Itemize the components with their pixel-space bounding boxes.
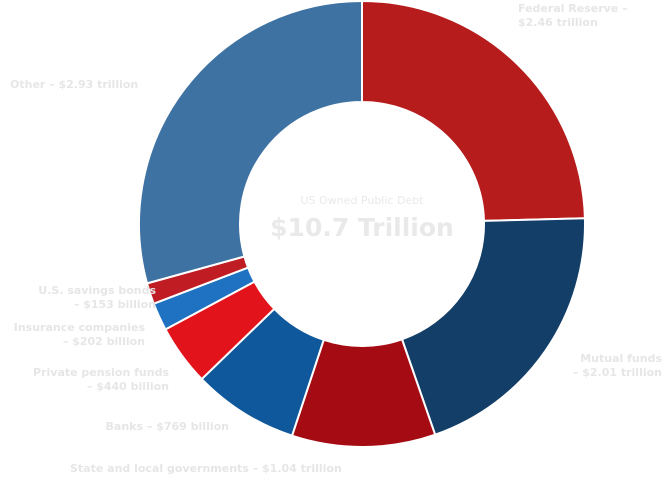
label-other: Other – $2.93 trillion <box>10 78 138 91</box>
label-line: – $2.01 trillion <box>573 366 662 379</box>
label-line: – $153 billion <box>74 298 156 311</box>
label-federal-reserve: Federal Reserve – $2.46 trillion <box>518 2 628 29</box>
label-state-and-local-governments: State and local governments – $1.04 tril… <box>70 462 342 475</box>
slice-mutual-funds <box>400 217 586 436</box>
label-insurance-companies: Insurance companies – $202 billion <box>14 321 146 348</box>
label-line: Banks – $769 billion <box>106 420 229 433</box>
center-subtitle: US Owned Public Debt <box>301 194 425 207</box>
label-banks: Banks – $769 billion <box>106 420 229 433</box>
slice-other <box>138 0 363 285</box>
label-mutual-funds: Mutual funds – $2.01 trillion <box>573 352 663 379</box>
slice-federal-reserve <box>361 0 586 222</box>
label-u-s-savings-bonds: U.S. savings bonds – $153 billion <box>38 284 156 311</box>
label-line: Private pension funds <box>33 366 169 379</box>
label-line: State and local governments – $1.04 tril… <box>70 462 342 475</box>
label-line: Insurance companies <box>14 321 146 334</box>
label-line: – $202 billion <box>63 335 145 348</box>
label-line: U.S. savings bonds <box>38 284 156 297</box>
label-private-pension-funds: Private pension funds – $440 billion <box>33 366 169 393</box>
label-line: Federal Reserve – <box>518 2 628 15</box>
label-line: – $440 billion <box>87 380 169 393</box>
label-line: Other – $2.93 trillion <box>10 78 138 91</box>
labels-group: Federal Reserve – $2.46 trillion Mutual fu… <box>10 2 662 475</box>
label-line: $2.46 trillion <box>518 16 598 29</box>
label-line: Mutual funds <box>580 352 662 365</box>
center-total: $10.7 Trillion <box>270 213 454 242</box>
slices-group <box>138 0 586 448</box>
